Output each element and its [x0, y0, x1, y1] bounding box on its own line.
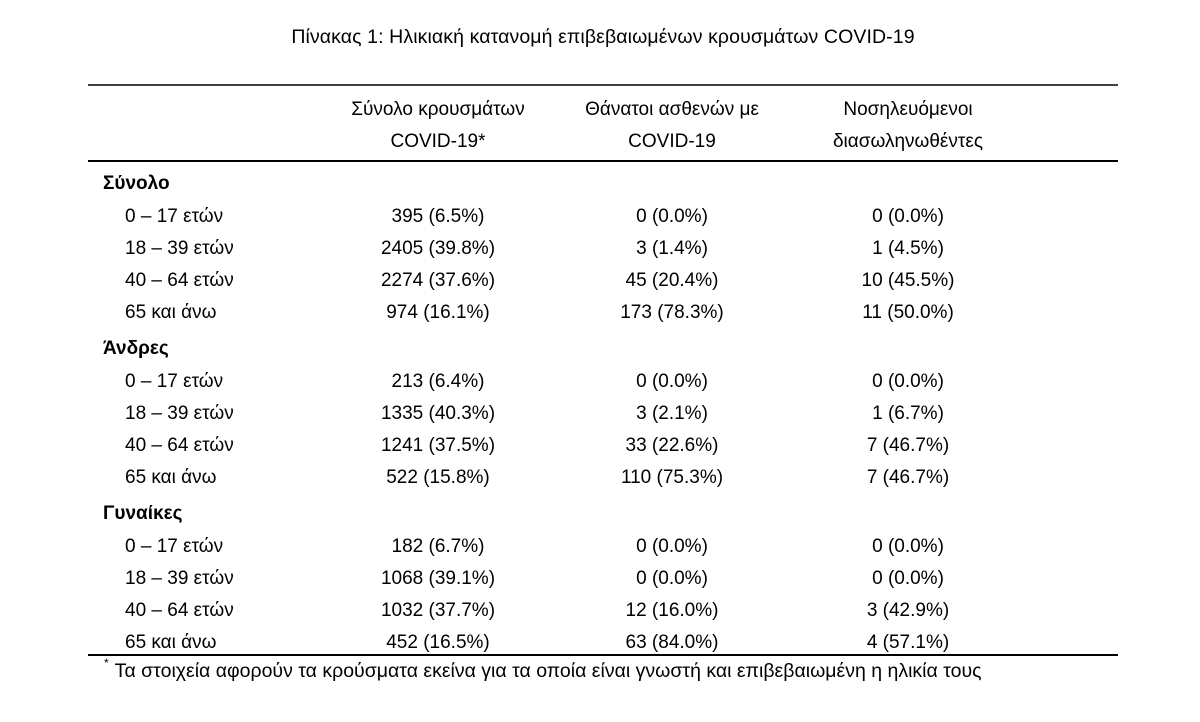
deaths-cell: 0 (0.0%)	[636, 206, 708, 227]
deaths-cell: 173 (78.3%)	[620, 302, 724, 323]
table-row: 18 – 39 ετών 2405 (39.8%) 3 (1.4%) 1 (4.5%)	[88, 233, 1118, 265]
deaths-cell: 12 (16.0%)	[625, 600, 719, 621]
intubated-cell: 0 (0.0%)	[872, 568, 944, 589]
header-line: Σύνολο κρουσμάτων	[351, 99, 525, 120]
age-group-label: 40 – 64 ετών	[125, 435, 234, 456]
intubated-cell: 10 (45.5%)	[861, 270, 955, 291]
group-title: Άνδρες	[103, 338, 169, 359]
table-row: 40 – 64 ετών 1032 (37.7%) 12 (16.0%) 3 (42.…	[88, 595, 1118, 627]
intubated-cell: 0 (0.0%)	[872, 536, 944, 557]
age-group-label: 18 – 39 ετών	[125, 568, 234, 589]
header-line: διασωληνωθέντες	[832, 131, 984, 152]
header-total-cases: Σύνολο κρουσμάτων COVID-19*	[308, 94, 568, 158]
table-row: 0 – 17 ετών 213 (6.4%) 0 (0.0%) 0 (0.0%)	[88, 366, 1118, 398]
age-group-label: 0 – 17 ετών	[125, 536, 224, 557]
cases-cell: 2274 (37.6%)	[380, 270, 496, 291]
deaths-cell: 33 (22.6%)	[625, 435, 719, 456]
header-line: COVID-19	[628, 131, 716, 152]
intubated-cell: 0 (0.0%)	[872, 371, 944, 392]
table-header-rule	[88, 160, 1118, 162]
age-group-label: 65 και άνω	[125, 467, 217, 488]
intubated-cell: 7 (46.7%)	[866, 435, 950, 456]
group-title: Γυναίκες	[103, 503, 183, 524]
age-group-label: 65 και άνω	[125, 632, 217, 653]
header-line: Θάνατοι ασθενών με	[585, 99, 759, 120]
deaths-cell: 3 (1.4%)	[636, 238, 708, 259]
table-row: 65 και άνω 452 (16.5%) 63 (84.0%) 4 (57.1%)	[88, 627, 1118, 659]
cases-cell: 974 (16.1%)	[386, 302, 490, 323]
deaths-cell: 0 (0.0%)	[636, 568, 708, 589]
header-intubated: Νοσηλευόμενοι διασωληνωθέντες	[778, 94, 1038, 158]
cases-cell: 2405 (39.8%)	[380, 238, 496, 259]
group-title: Σύνολο	[103, 173, 170, 194]
cases-cell: 213 (6.4%)	[391, 371, 485, 392]
table-row: 40 – 64 ετών 2274 (37.6%) 45 (20.4%) 10 (45…	[88, 265, 1118, 297]
cases-cell: 1032 (37.7%)	[380, 600, 496, 621]
cases-cell: 1335 (40.3%)	[380, 403, 496, 424]
header-line: Νοσηλευόμενοι	[843, 99, 973, 120]
age-group-label: 18 – 39 ετών	[125, 238, 234, 259]
table-caption: Πίνακας 1: Ηλικιακή κατανομή επιβεβαιωμέ…	[291, 26, 915, 48]
intubated-cell: 0 (0.0%)	[872, 206, 944, 227]
age-group-label: 0 – 17 ετών	[125, 371, 224, 392]
cases-cell: 452 (16.5%)	[386, 632, 490, 653]
cases-cell: 182 (6.7%)	[391, 536, 485, 557]
deaths-cell: 0 (0.0%)	[636, 536, 708, 557]
age-group-label: 40 – 64 ετών	[125, 270, 234, 291]
header-deaths: Θάνατοι ασθενών με COVID-19	[542, 94, 802, 158]
intubated-cell: 7 (46.7%)	[866, 467, 950, 488]
header-line: COVID-19*	[390, 131, 486, 152]
table-row: 65 και άνω 522 (15.8%) 110 (75.3%) 7 (46.7%…	[88, 462, 1118, 494]
cases-cell: 1241 (37.5%)	[380, 435, 496, 456]
deaths-cell: 45 (20.4%)	[625, 270, 719, 291]
table-row: 18 – 39 ετών 1068 (39.1%) 0 (0.0%) 0 (0.0%)	[88, 563, 1118, 595]
intubated-cell: 1 (4.5%)	[872, 238, 944, 259]
table-row: 65 και άνω 974 (16.1%) 173 (78.3%) 11 (50.0…	[88, 297, 1118, 329]
cases-cell: 395 (6.5%)	[391, 206, 485, 227]
footnote-marker: *	[104, 656, 109, 670]
table-bottom-rule	[88, 654, 1118, 656]
deaths-cell: 3 (2.1%)	[636, 403, 708, 424]
age-group-label: 18 – 39 ετών	[125, 403, 234, 424]
intubated-cell: 11 (50.0%)	[862, 302, 954, 323]
intubated-cell: 1 (6.7%)	[872, 403, 944, 424]
table-top-rule	[88, 84, 1118, 86]
table-row: 0 – 17 ετών 182 (6.7%) 0 (0.0%) 0 (0.0%)	[88, 531, 1118, 563]
footnote-text: Τα στοιχεία αφορούν τα κρούσματα εκείνα …	[114, 660, 982, 682]
table-row: 40 – 64 ετών 1241 (37.5%) 33 (22.6%) 7 (46.…	[88, 430, 1118, 462]
table-row: 0 – 17 ετών 395 (6.5%) 0 (0.0%) 0 (0.0%)	[88, 201, 1118, 233]
table-row: 18 – 39 ετών 1335 (40.3%) 3 (2.1%) 1 (6.7%)	[88, 398, 1118, 430]
deaths-cell: 63 (84.0%)	[625, 632, 719, 653]
intubated-cell: 3 (42.9%)	[866, 600, 950, 621]
footnote: * Τα στοιχεία αφορούν τα κρούσματα εκείνα…	[104, 656, 982, 683]
deaths-cell: 110 (75.3%)	[620, 467, 724, 488]
deaths-cell: 0 (0.0%)	[636, 371, 708, 392]
cases-cell: 522 (15.8%)	[386, 467, 490, 488]
age-group-label: 65 και άνω	[125, 302, 217, 323]
age-group-label: 0 – 17 ετών	[125, 206, 224, 227]
age-group-label: 40 – 64 ετών	[125, 600, 234, 621]
cases-cell: 1068 (39.1%)	[380, 568, 496, 589]
intubated-cell: 4 (57.1%)	[866, 632, 950, 653]
